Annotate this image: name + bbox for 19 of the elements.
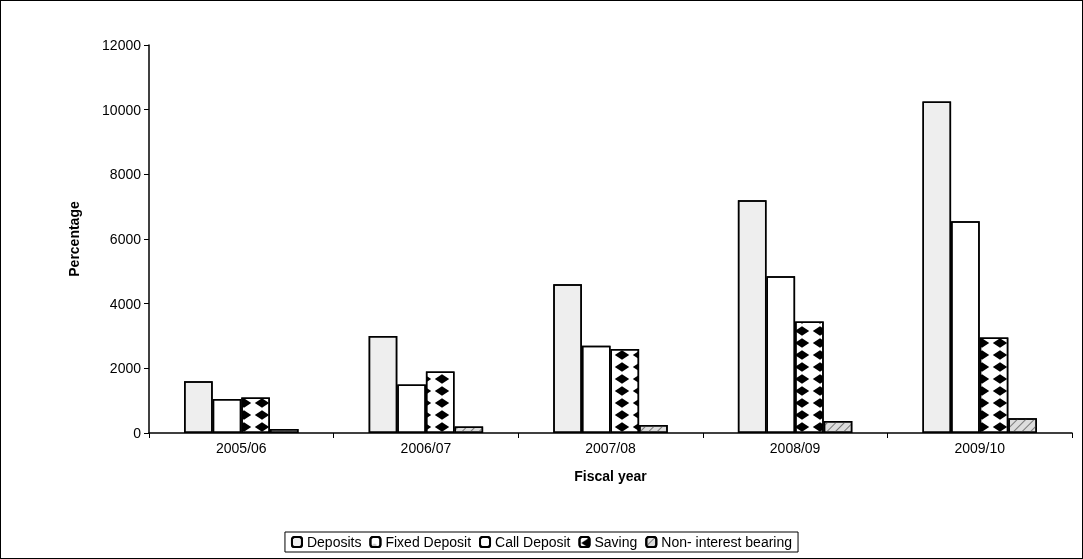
y-tick-label: 12000 <box>102 37 142 53</box>
legend-label: Saving <box>594 534 638 550</box>
y-tick-label: 4000 <box>109 295 142 312</box>
x-tick-label: 2006/07 <box>400 440 452 456</box>
y-tick-label: 2000 <box>109 360 142 377</box>
x-tick-label: 2007/08 <box>585 440 637 456</box>
legend-label: Fixed Deposit <box>385 534 472 550</box>
x-tick-label: 2005/06 <box>216 440 267 456</box>
legend-label: Deposits <box>306 534 362 550</box>
x-tick-label: 2008/09 <box>769 440 821 456</box>
x-tick-label: 2009/10 <box>954 440 1006 456</box>
y-tick-label: 8000 <box>109 166 142 183</box>
y-tick-label: 0 <box>133 425 142 441</box>
x-axis-title: Fiscal year <box>574 468 648 484</box>
y-tick-label: 6000 <box>109 231 142 247</box>
y-axis-title: Percentage <box>66 201 82 277</box>
legend-label: Non- interest bearing <box>661 534 793 550</box>
legend-label: Call Deposit <box>495 534 571 550</box>
y-tick-label: 10000 <box>102 101 142 118</box>
